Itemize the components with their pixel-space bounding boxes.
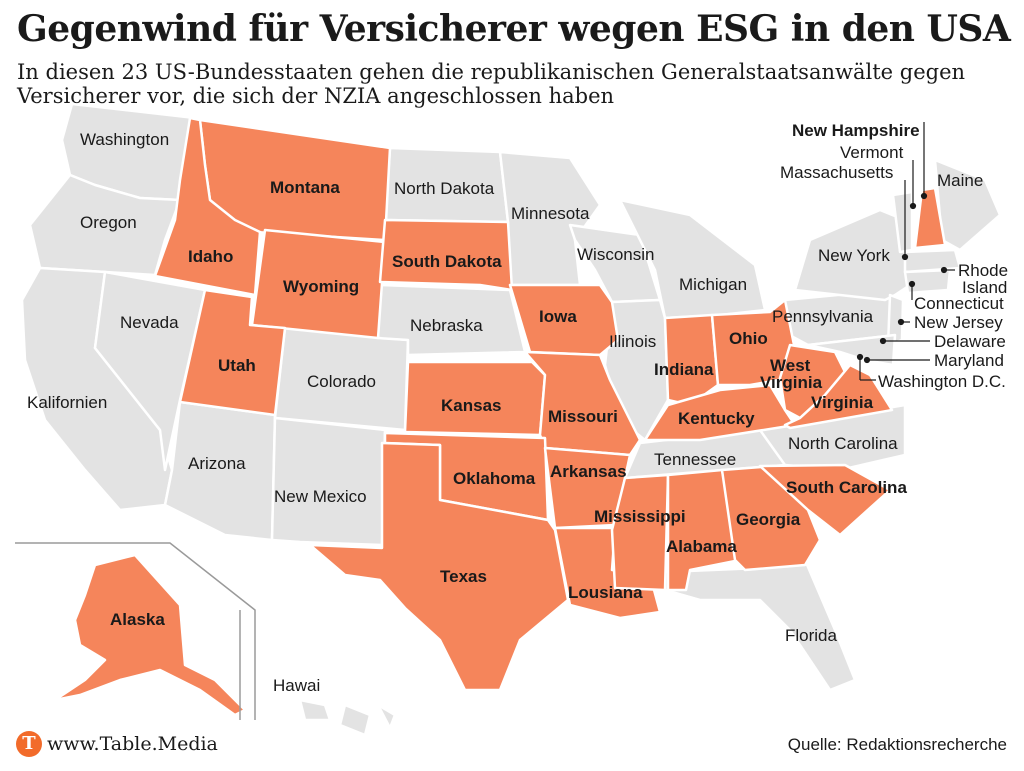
state-hawaii <box>298 698 397 737</box>
state-alaska <box>53 553 247 717</box>
label-arizona: Arizona <box>188 454 246 473</box>
label-nebraska: Nebraska <box>410 316 483 335</box>
label-utah: Utah <box>218 356 256 375</box>
label-colorado: Colorado <box>307 372 376 391</box>
label-kansas: Kansas <box>441 396 501 415</box>
label-oklahoma: Oklahoma <box>453 469 536 488</box>
label-west-virginia-1: West <box>770 356 811 375</box>
state-vermont <box>891 190 914 254</box>
footer-url[interactable]: www.Table.Media <box>47 733 218 755</box>
state-south-carolina <box>758 463 892 537</box>
state-new-mexico <box>270 416 387 547</box>
inset-border-alaska <box>15 542 256 720</box>
label-north-dakota: North Dakota <box>394 179 495 198</box>
label-south-carolina: South Carolina <box>786 478 907 497</box>
label-texas: Texas <box>440 567 487 586</box>
label-new-hampshire: New Hampshire <box>792 121 920 140</box>
label-massachusetts: Massachusetts <box>780 163 893 182</box>
label-kentucky: Kentucky <box>678 409 755 428</box>
label-vermont: Vermont <box>840 143 904 162</box>
state-connecticut-ri <box>903 268 952 295</box>
label-island: Island <box>962 278 1007 297</box>
label-illinois: Illinois <box>609 332 656 351</box>
label-minnesota: Minnesota <box>511 204 590 223</box>
state-mississippi <box>610 473 670 592</box>
label-idaho: Idaho <box>188 247 233 266</box>
state-new-jersey <box>886 293 905 347</box>
label-west-virginia-2: Virginia <box>760 373 823 392</box>
label-tennessee: Tennessee <box>654 450 736 469</box>
label-kalifornien: Kalifornien <box>27 393 107 412</box>
table-media-logo: T <box>16 731 42 757</box>
state-south-dakota <box>378 218 514 292</box>
state-florida <box>663 558 857 692</box>
label-new-york: New York <box>818 246 890 265</box>
label-nevada: Nevada <box>120 313 179 332</box>
state-texas <box>308 441 570 692</box>
state-massachusetts <box>903 248 962 274</box>
footer-source: Quelle: Redaktionsrecherche <box>787 735 1007 754</box>
state-new-hampshire <box>913 186 947 250</box>
state-kentucky <box>643 383 797 442</box>
label-alaska: Alaska <box>110 610 165 629</box>
state-utah <box>178 288 287 417</box>
label-wyoming: Wyoming <box>283 277 359 296</box>
label-indiana: Indiana <box>654 360 714 379</box>
label-rhode: Rhode <box>958 261 1008 280</box>
label-delaware: Delaware <box>934 332 1006 351</box>
label-montana: Montana <box>270 178 340 197</box>
label-washington: Washington <box>80 130 169 149</box>
label-ohio: Ohio <box>729 329 768 348</box>
label-iowa: Iowa <box>539 307 577 326</box>
label-missouri: Missouri <box>548 407 618 426</box>
label-hawaii: Hawai <box>273 676 320 695</box>
label-south-dakota: South Dakota <box>392 252 502 271</box>
label-wisconsin: Wisconsin <box>577 245 654 264</box>
label-washington-dc: Washington D.C. <box>878 372 1006 391</box>
label-north-carolina: North Carolina <box>788 434 898 453</box>
label-oregon: Oregon <box>80 213 137 232</box>
label-mississippi: Mississippi <box>594 507 686 526</box>
state-wyoming <box>250 228 387 340</box>
label-new-mexico: New Mexico <box>274 487 367 506</box>
label-new-jersey: New Jersey <box>914 313 1003 332</box>
label-maine: Maine <box>937 171 983 190</box>
page-subtitle: In diesen 23 US-Bundesstaaten gehen die … <box>17 60 966 108</box>
state-oregon <box>28 173 182 277</box>
label-virginia: Virginia <box>811 393 874 412</box>
state-idaho <box>153 116 262 297</box>
label-alabama: Alabama <box>666 537 737 556</box>
label-georgia: Georgia <box>736 510 801 529</box>
page-title: Gegenwind für Versicherer wegen ESG in d… <box>17 8 1011 50</box>
label-maryland: Maryland <box>934 351 1004 370</box>
label-pennsylvania: Pennsylvania <box>772 307 874 326</box>
label-arkansas: Arkansas <box>550 462 627 481</box>
label-lousiana: Lousiana <box>568 583 643 602</box>
label-florida: Florida <box>785 626 838 645</box>
label-connecticut: Connecticut <box>914 294 1004 313</box>
label-michigan: Michigan <box>679 275 747 294</box>
